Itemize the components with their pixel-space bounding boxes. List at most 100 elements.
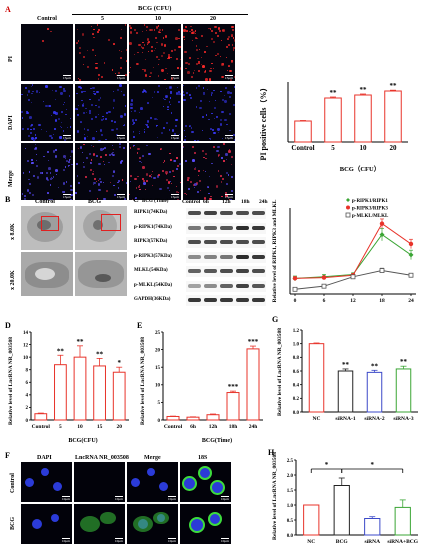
bar — [112, 371, 126, 421]
bar — [54, 364, 67, 421]
comparison-label: * — [371, 461, 375, 469]
panel-c-band — [236, 211, 249, 215]
panel-c-header-cell: 18h — [241, 199, 250, 205]
panel-c-band — [188, 298, 201, 302]
panel-letter-f: F — [5, 451, 10, 460]
category-label: 5 — [59, 424, 62, 430]
panel-c-protein-label: p-RIPK1(74KDa) — [134, 224, 172, 230]
panel-c-band — [188, 254, 201, 259]
scale-bar-label: 15μm — [116, 135, 125, 140]
legend-label: p-RIPK3/RIPK3 — [352, 206, 388, 211]
panel-c-band — [220, 211, 233, 215]
panel-c-header-cell: BCG (Time) — [142, 199, 169, 204]
panel-g-ylabel: Relative level of LncRNA NR_003508 — [277, 328, 283, 416]
panel-f-row-control: Control — [10, 473, 16, 493]
scale-bar-label: 10μm — [61, 538, 70, 543]
y-tick-label: 25 — [155, 331, 161, 336]
significance-label: ** — [342, 361, 350, 369]
bar — [226, 392, 240, 421]
panel-letter-d: D — [5, 321, 11, 330]
scale-bar-label: 15μm — [116, 194, 125, 199]
panel-f-col-dapi: DAPI — [37, 455, 52, 461]
panel-c-band — [188, 211, 201, 215]
panel-c-protein-label: MLKL(54KDa) — [134, 268, 168, 273]
scale-bar-label: 10μm — [220, 538, 229, 543]
panel-letter-a: A — [5, 5, 11, 14]
panel-c-band — [252, 254, 265, 259]
panel-f-col-lncrna: LncRNA NR_003508 — [75, 455, 129, 461]
scale-bar-label: 10μm — [167, 538, 176, 543]
panel-e-xlabel: BCG(Time) — [202, 437, 232, 444]
category-label: 24h — [249, 424, 258, 430]
panel-c-blot-row — [186, 251, 266, 263]
y-tick-label: 4 — [26, 394, 29, 399]
significance-label: ** — [77, 338, 85, 346]
panel-c-ylabel: Relative level of RIPK1, RIPK3 and MLKL — [272, 199, 278, 302]
scale-bar-label: 10μm — [114, 496, 123, 501]
panel-b-row-20k: x 20.0K — [10, 270, 16, 290]
panel-d-ylabel: Relative level of LncRNA NR_003508 — [8, 337, 14, 425]
data-point — [379, 232, 385, 238]
y-tick-label: 2.5 — [287, 459, 294, 464]
data-point — [379, 268, 385, 273]
panel-a-group-header: BCG (CFU) — [138, 5, 172, 12]
y-tick-label: 0.0 — [293, 411, 300, 416]
comparison-label: * — [325, 461, 329, 469]
panel-c-band — [220, 254, 233, 259]
category-label: Control — [291, 144, 314, 152]
panel-h-ylabel: Relative level of LncRNA NR_003508 — [272, 452, 278, 540]
panel-g-chart: Relative level of LncRNA NR_003508 0.0 0.… — [277, 328, 418, 422]
y-tick-label: 1.2 — [293, 329, 300, 334]
series-line — [294, 233, 412, 279]
category-label: NC — [313, 416, 321, 422]
panel-a-xlabel: BCG（CFU） — [340, 165, 380, 173]
panel-d-chart: Relative level of LncRNA NR_003508 0 2 4 6 8… — [8, 331, 129, 444]
x-tick-label: 18 — [379, 298, 385, 304]
panel-a-tile-merge-0: 15μm — [21, 143, 73, 200]
significance-label: ** — [96, 350, 104, 358]
bar — [166, 415, 180, 421]
significance-label: ** — [360, 86, 368, 94]
panel-c-header-cell: 12h — [222, 199, 231, 205]
y-tick-label: 15 — [155, 366, 161, 371]
panel-c-header-cell: 24h — [259, 199, 268, 205]
panel-a-chart: PI positive cells（%） Control**5**10**20 … — [260, 82, 408, 173]
panel-c-band — [204, 283, 217, 288]
legend-label: p-RIPK1/RIPK1 — [352, 199, 388, 204]
panel-c-band — [236, 298, 249, 302]
scale-bar-label: 10μm — [167, 496, 176, 501]
panel-f-tile-1-2: 10μm — [127, 504, 178, 544]
category-label: BCG — [336, 539, 349, 545]
panel-c-blot-row — [186, 237, 266, 248]
panel-a-tile-dapi-0: 15μm — [21, 84, 73, 141]
significance-label: ** — [371, 362, 379, 370]
category-label: 12h — [209, 424, 218, 430]
bar — [308, 343, 325, 413]
panel-c-band — [220, 269, 233, 273]
panel-a-tile-pi-2: 15μm — [129, 24, 181, 81]
panel-a-row-pi: PI — [8, 56, 14, 62]
panel-g-bars: 0.0 0.2 0.4 0.6 0.8 1.0 1.2 NC ** siRNA-1 ** siRNA-… — [293, 329, 418, 422]
category-label: 18h — [229, 424, 238, 430]
panel-a-col-10: 10 — [155, 16, 161, 22]
panel-letter-e: E — [137, 321, 143, 330]
panel-c-blot-row — [186, 208, 266, 219]
panel-f-tile-0-3: 10μm — [180, 462, 231, 502]
panel-c-protein-label: RIPK3(57KDa) — [134, 239, 168, 244]
panel-c-band — [252, 211, 265, 215]
panel-e-bars: 0 5 10 15 20 25 Control 6h 12h *** 18h *** 24h — [155, 331, 263, 430]
scale-bar-label: 15μm — [224, 194, 233, 199]
panel-letter-c: C — [133, 195, 139, 204]
panel-c-band — [204, 269, 217, 273]
y-tick-label: 0.2 — [293, 397, 300, 402]
panel-c-band — [236, 269, 249, 273]
scale-bar-label: 15μm — [116, 75, 125, 80]
y-tick-label: 1.5 — [287, 489, 294, 494]
category-label: Control — [32, 424, 51, 430]
category-label: siRNA — [364, 539, 380, 545]
panel-e-chart: Relative level of LncRNA NR_003508 0 5 10 1… — [140, 331, 263, 444]
significance-label: *** — [228, 383, 239, 391]
panel-c-chart: Relative level of RIPK1, RIPK3 and MLKL … — [272, 198, 416, 304]
scale-bar-label: 15μm — [170, 75, 179, 80]
panel-a-tile-pi-1: 15μm — [75, 24, 127, 81]
